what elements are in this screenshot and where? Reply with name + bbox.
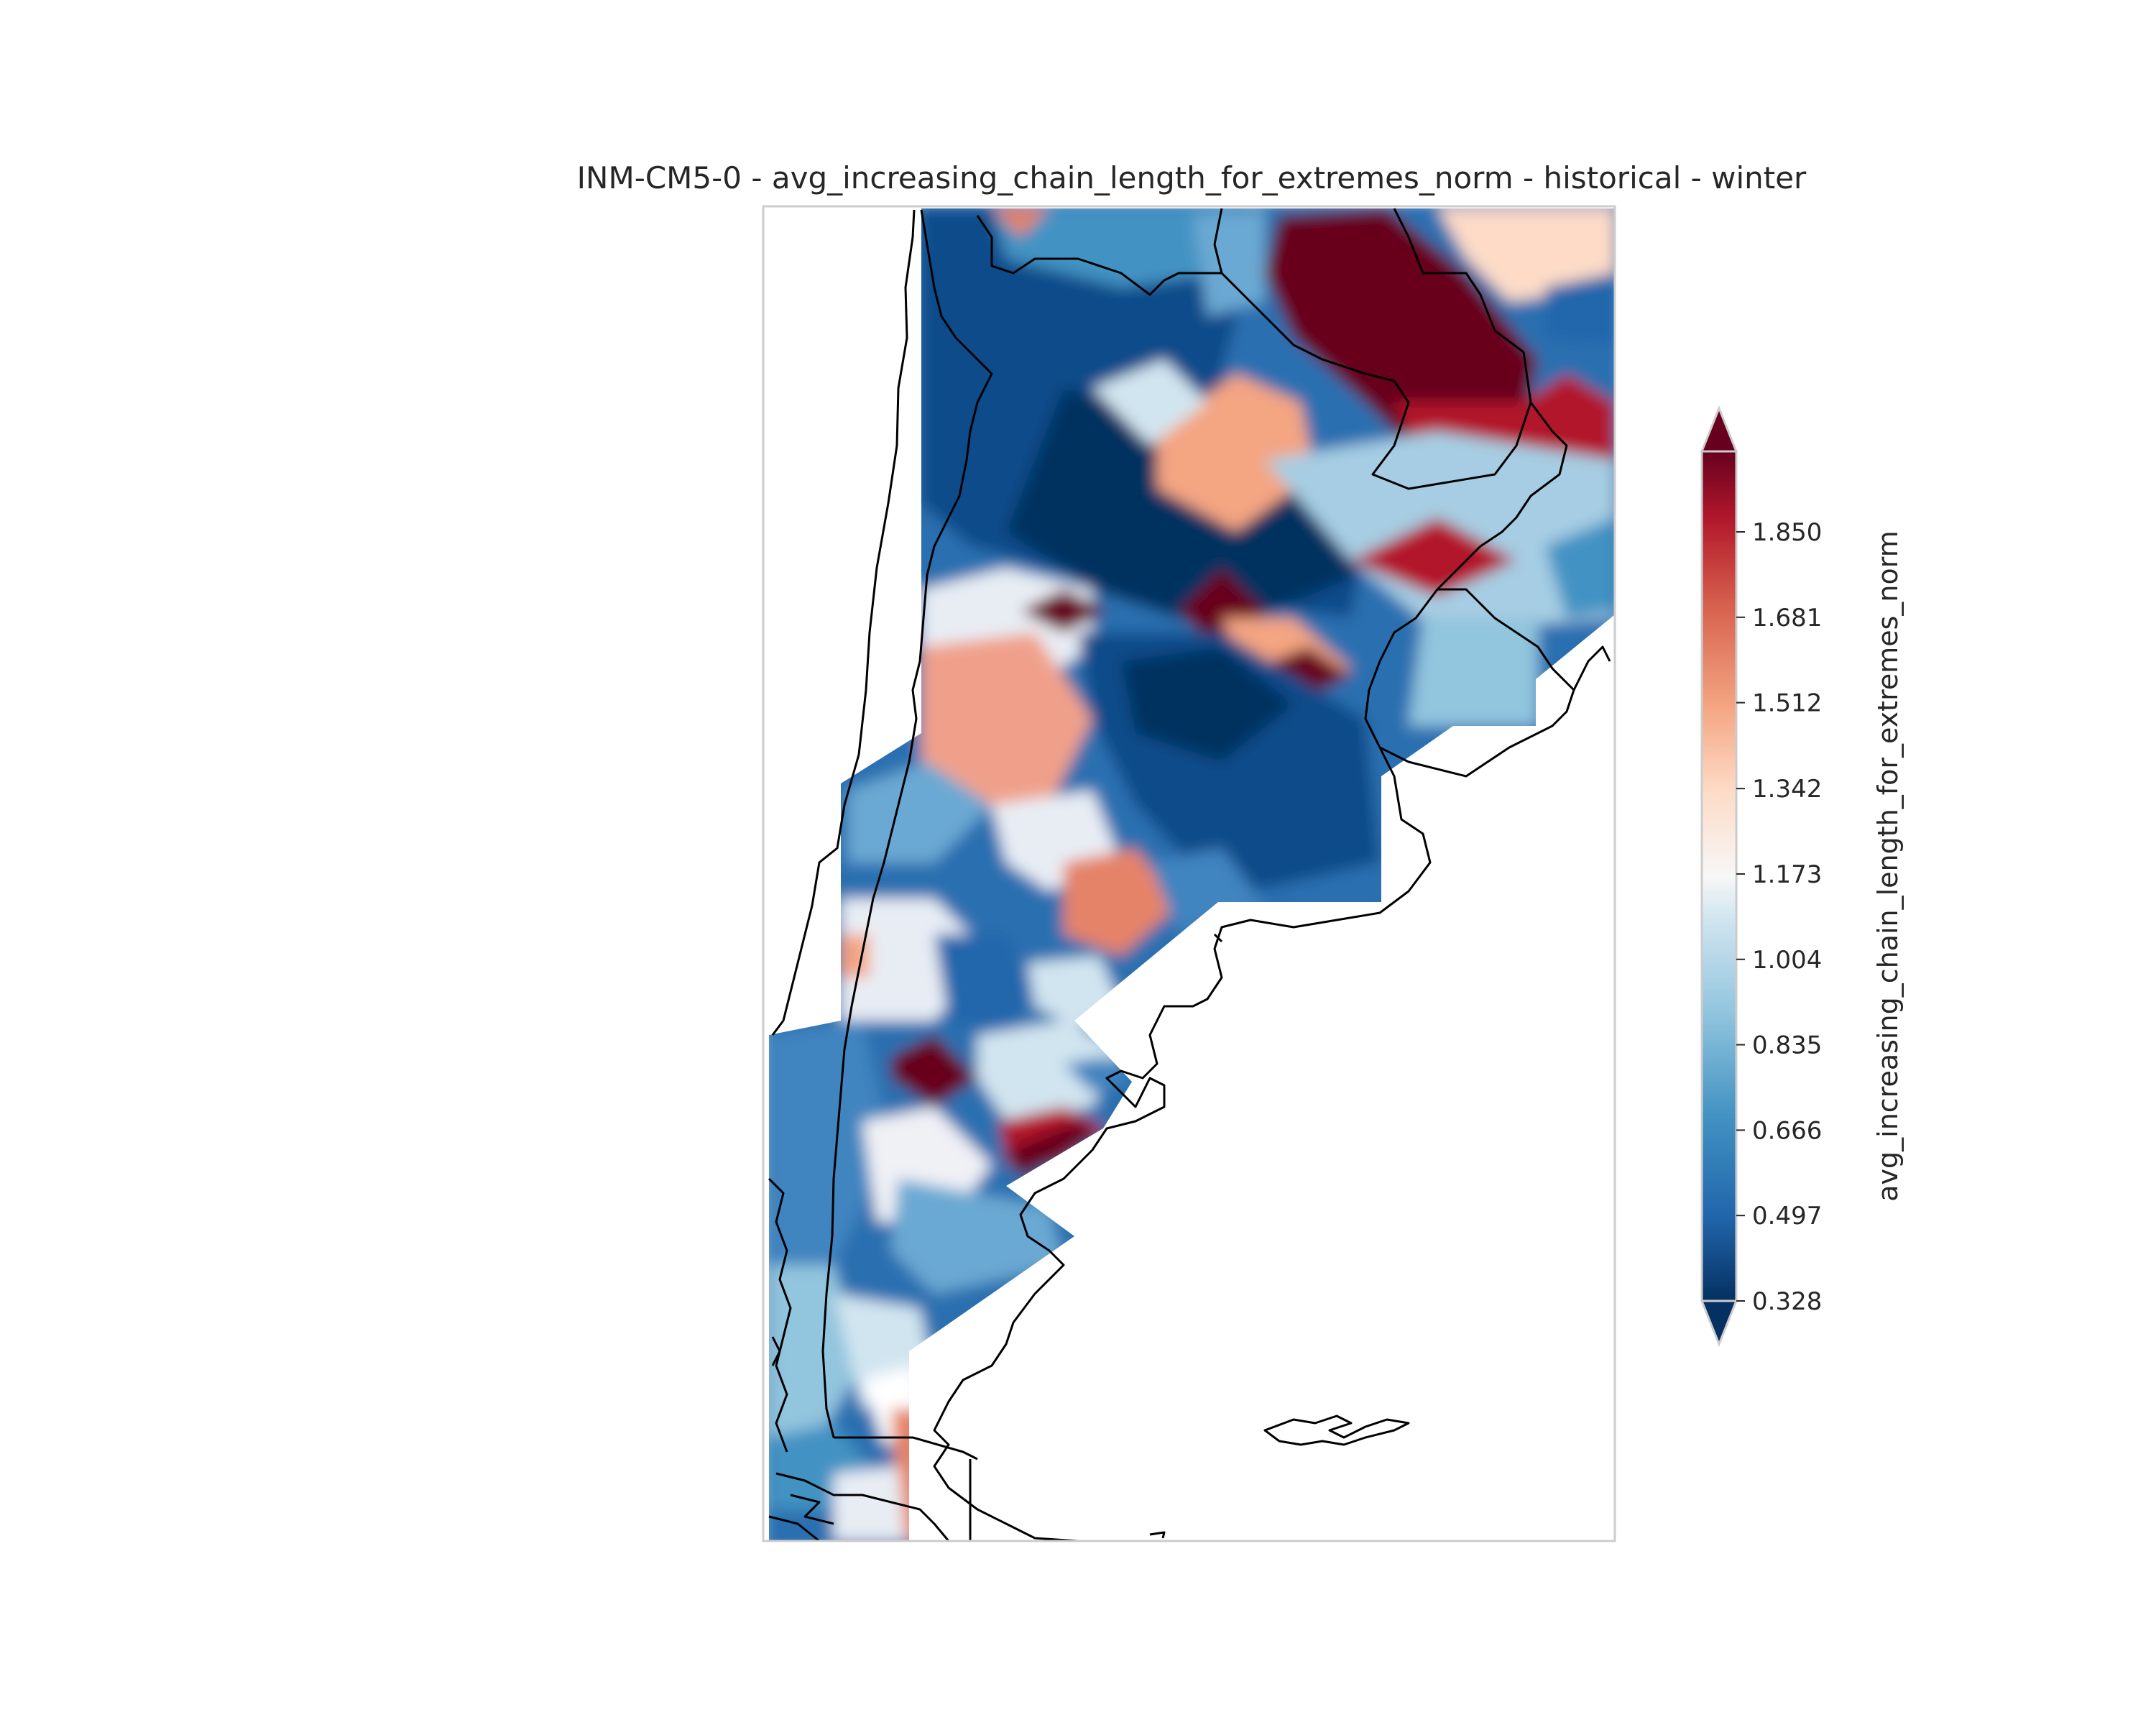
colorbar-body (1700, 450, 1738, 1302)
colorbar-tick-label: 0.328 (1752, 1287, 1822, 1316)
colorbar-tick-label: 1.681 (1752, 604, 1822, 632)
colorbar-tick-label: 1.850 (1752, 518, 1822, 547)
colorbar-tick-label: 1.004 (1752, 946, 1822, 975)
colorbar-ticks: 0.328 0.497 0.666 0.835 1.004 1.173 1.342 1.512… (1736, 518, 1822, 1316)
colorbar-tick-label: 0.835 (1752, 1031, 1822, 1060)
coastline-borders (768, 208, 1611, 1542)
map-frame (762, 205, 1616, 1542)
colorbar-tick-label: 1.342 (1752, 775, 1822, 804)
colorbar-tick-label: 1.512 (1752, 689, 1822, 718)
chart-title: INM-CM5-0 - avg_increasing_chain_length_… (577, 160, 1807, 196)
colorbar-tick-label: 0.497 (1752, 1202, 1822, 1230)
map-panel (762, 205, 1616, 1542)
colorbar: 0.328 0.497 0.666 0.835 1.004 1.173 1.342 1.512… (1700, 405, 1904, 1348)
colorbar-extend-bottom (1700, 1300, 1738, 1348)
colorbar-extend-top (1700, 405, 1738, 453)
colorbar-label: avg_increasing_chain_length_for_extremes… (1872, 530, 1904, 1202)
colorbar-tick-label: 0.666 (1752, 1116, 1822, 1145)
colorbar-tick-label: 1.173 (1752, 860, 1822, 889)
falkland-islands (1263, 1414, 1410, 1446)
